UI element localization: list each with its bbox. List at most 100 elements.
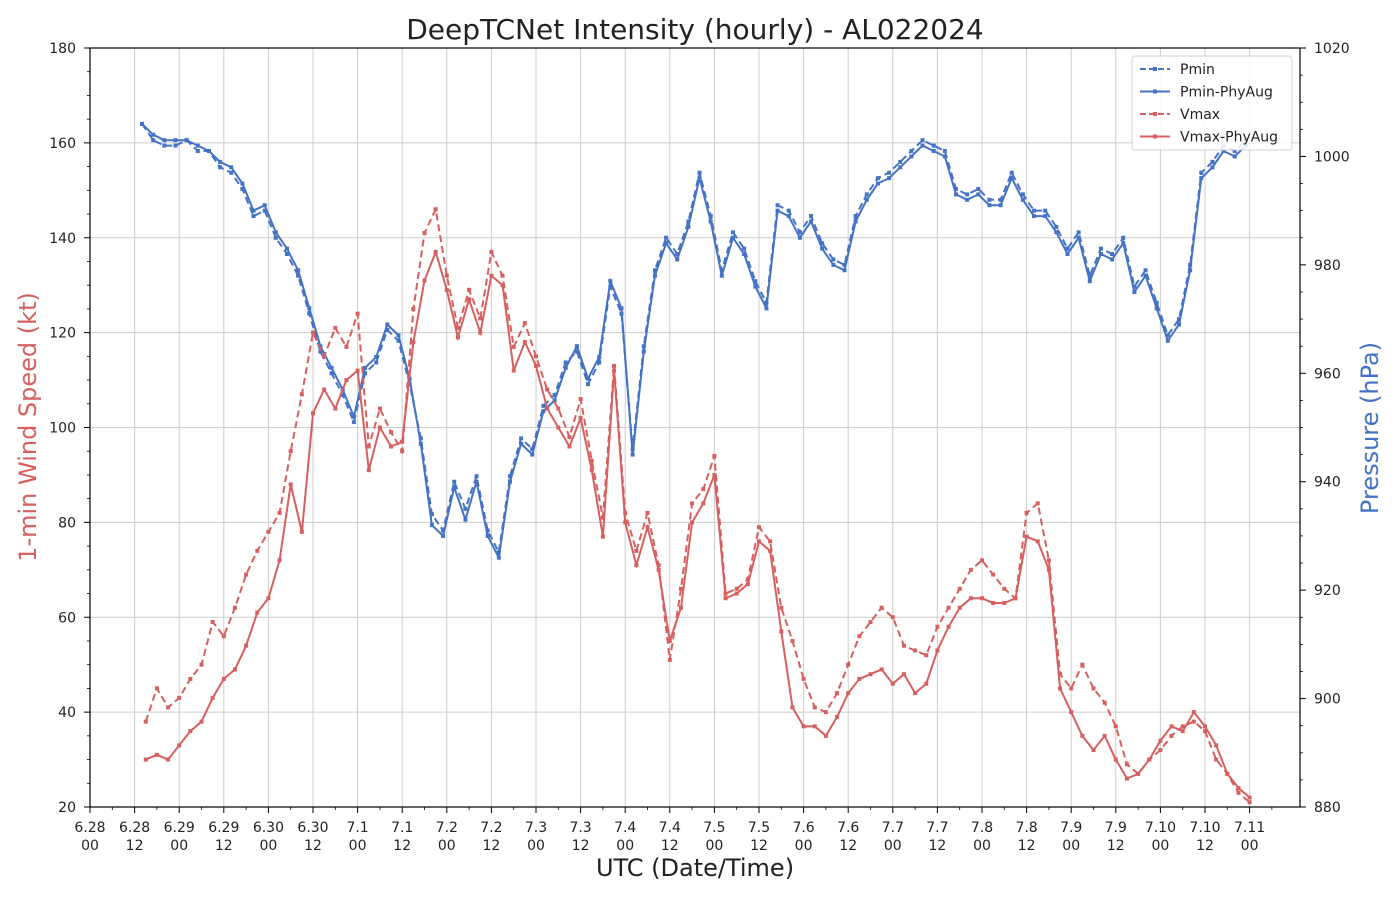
data-point: [931, 149, 936, 154]
x-tick-label: 7.7 12: [926, 820, 948, 854]
data-point: [411, 340, 416, 345]
data-point: [1136, 771, 1141, 776]
data-point: [1024, 534, 1029, 539]
data-point: [965, 197, 970, 202]
data-point: [898, 159, 903, 164]
data-point: [980, 558, 984, 563]
data-point: [823, 710, 828, 715]
data-point: [664, 241, 669, 246]
data-point: [719, 268, 724, 273]
data-point: [701, 487, 706, 492]
data-point: [429, 512, 434, 517]
legend-label: Pmin: [1180, 62, 1215, 78]
data-point: [645, 510, 650, 515]
data-point: [251, 208, 256, 213]
data-point: [634, 563, 639, 568]
x-tick-label: 7.3 12: [569, 820, 591, 854]
data-point: [218, 159, 223, 164]
data-point: [1009, 170, 1014, 175]
data-point: [630, 452, 635, 457]
data-point: [797, 230, 802, 235]
data-point: [511, 344, 516, 349]
x-tick-label: 7.9 00: [1060, 820, 1082, 854]
data-point: [1147, 757, 1152, 762]
data-point: [935, 624, 940, 629]
series-line-vmax-phyaug: [145, 248, 1251, 799]
data-point: [712, 453, 717, 458]
data-point: [162, 143, 167, 148]
data-point: [1058, 686, 1063, 691]
data-point: [597, 360, 602, 365]
data-point: [299, 392, 304, 397]
data-point: [779, 629, 784, 634]
data-point: [868, 672, 873, 677]
data-point: [199, 719, 204, 724]
data-point: [322, 354, 327, 359]
data-point: [875, 181, 880, 186]
data-point: [786, 208, 791, 213]
data-point: [1143, 273, 1148, 278]
legend-label: Vmax: [1180, 107, 1220, 123]
data-point: [712, 472, 717, 477]
data-point: [831, 262, 836, 267]
data-point: [318, 349, 323, 354]
data-point: [1058, 672, 1063, 677]
data-point: [400, 439, 405, 444]
data-point: [853, 214, 858, 219]
data-point: [1087, 273, 1092, 278]
data-point: [221, 634, 226, 639]
y-tick-label: 140: [49, 231, 76, 247]
data-point: [812, 724, 817, 729]
data-point: [931, 143, 936, 148]
data-point: [273, 235, 278, 240]
data-point: [545, 406, 550, 411]
data-point: [809, 219, 814, 224]
data-point: [541, 409, 546, 414]
x-tick-label: 7.2 00: [436, 820, 458, 854]
data-point: [612, 368, 617, 373]
data-point: [753, 279, 758, 284]
data-point: [589, 468, 594, 473]
data-point: [344, 378, 349, 383]
data-point: [942, 154, 947, 159]
data-point: [652, 273, 657, 278]
data-point: [340, 392, 345, 397]
data-point: [723, 596, 728, 601]
data-point: [374, 355, 379, 360]
axes: 6.28 00 6.28 12 6.29 00 6.29 12 6.30 00 6.30 12 7.1 0…: [49, 41, 1349, 854]
data-point: [1035, 539, 1040, 544]
data-point: [920, 143, 925, 148]
data-point: [363, 371, 368, 376]
data-point: [920, 138, 925, 143]
data-point: [745, 577, 750, 582]
data-point: [991, 572, 996, 577]
data-point: [1169, 733, 1174, 738]
data-point: [1203, 724, 1207, 729]
data-point: [556, 425, 561, 430]
data-point: [1188, 268, 1193, 273]
data-point: [173, 143, 178, 148]
data-point: [154, 752, 159, 757]
data-point: [734, 591, 739, 596]
data-point: [277, 558, 282, 563]
data-point: [1110, 257, 1115, 262]
x-tick-label: 7.8 12: [1015, 820, 1037, 854]
data-point: [522, 321, 527, 326]
data-point: [1124, 762, 1129, 767]
data-point: [779, 605, 784, 610]
data-point: [1046, 567, 1051, 572]
data-point: [541, 403, 546, 408]
data-point: [177, 695, 182, 700]
data-point: [690, 501, 695, 506]
data-point: [574, 344, 579, 349]
data-point: [307, 306, 312, 311]
data-point: [199, 662, 204, 667]
data-point: [1035, 501, 1040, 506]
y2-tick-label: 880: [1314, 800, 1341, 816]
data-point: [775, 203, 780, 208]
data-point: [288, 449, 293, 454]
data-point: [1165, 338, 1170, 343]
data-point: [690, 520, 695, 525]
data-point: [1102, 700, 1107, 705]
